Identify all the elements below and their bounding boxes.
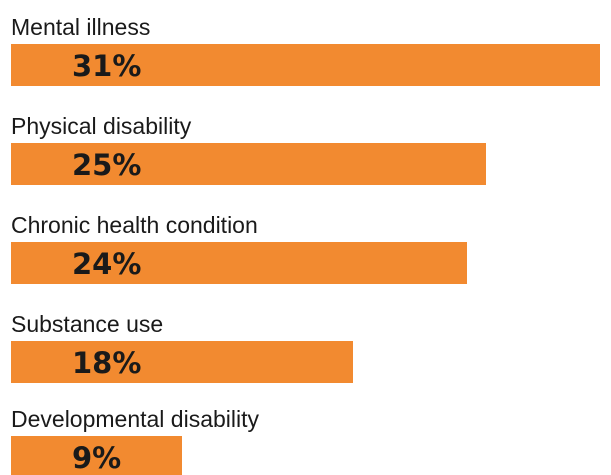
category-label: Mental illness [11,14,151,40]
bar: 31% [11,44,600,86]
category-label: Physical disability [11,113,192,139]
bar: 25% [11,143,486,185]
category-label: Chronic health condition [11,212,258,238]
data-label: 31% [72,49,142,83]
data-label: 25% [72,148,142,182]
data-label: 18% [72,346,142,380]
bar: 9% [11,436,182,475]
category-label: Substance use [11,311,164,337]
data-label: 9% [72,441,122,475]
data-label: 24% [72,247,142,281]
bar: 18% [11,341,353,383]
category-label: Developmental disability [11,406,260,432]
bar: 24% [11,242,467,284]
